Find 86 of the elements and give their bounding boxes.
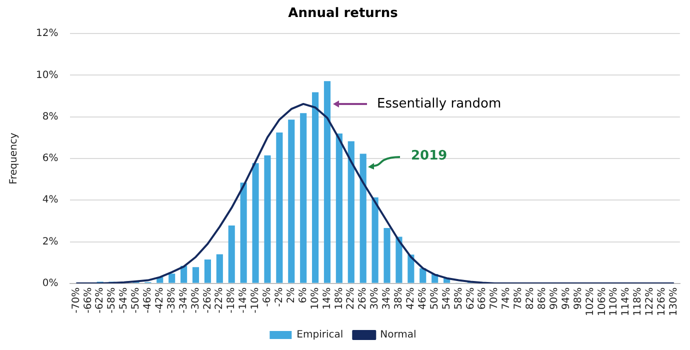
x-tick-label: 126%: [656, 287, 668, 316]
bar: [348, 141, 354, 283]
x-tick-label: 50%: [429, 287, 440, 310]
x-tick-label: -10%: [250, 287, 262, 314]
legend-label: Normal: [380, 330, 416, 341]
x-tick-label: -58%: [106, 287, 118, 314]
x-tick-label: 106%: [596, 287, 608, 316]
bar: [240, 182, 247, 283]
y-tick-label: 6%: [42, 153, 58, 164]
x-tick-label: 94%: [560, 287, 572, 310]
x-tick-label: 78%: [513, 287, 524, 310]
bar: [384, 228, 390, 283]
x-tick-label: 86%: [537, 287, 548, 310]
x-tick-label: 26%: [358, 287, 369, 310]
bar: [312, 92, 319, 283]
x-tick-label: 54%: [441, 287, 452, 310]
x-tick-label: 2%: [286, 287, 297, 304]
x-tick-label: -42%: [154, 287, 166, 314]
legend-label: Empirical: [296, 330, 344, 341]
annotation: Essentially random: [377, 96, 502, 112]
x-tick-label: 110%: [608, 287, 620, 316]
x-tick-label: 18%: [334, 287, 345, 310]
x-tick-label: -6%: [262, 287, 274, 307]
x-tick-label: 62%: [465, 287, 476, 310]
bar: [264, 155, 271, 283]
x-tick-label: 82%: [525, 287, 536, 310]
bar: [204, 259, 211, 283]
x-tick-label: 10%: [310, 287, 321, 310]
x-tick-label: 102%: [584, 287, 596, 316]
bar: [228, 226, 235, 283]
bar: [324, 81, 331, 283]
x-tick-label: -54%: [118, 287, 130, 314]
x-tick-label: 14%: [322, 287, 333, 310]
x-tick-label: 98%: [572, 287, 584, 310]
x-tick-label: -34%: [178, 287, 190, 314]
bar: [396, 236, 402, 283]
x-tick-label: 58%: [453, 287, 464, 310]
y-tick-label: 0%: [42, 278, 58, 290]
x-tick-label: 42%: [406, 287, 417, 310]
bar: [168, 274, 176, 283]
bar: [252, 163, 259, 283]
y-tick-label: 12%: [36, 28, 58, 40]
x-tick-label: 90%: [548, 287, 560, 310]
x-tick-label: -62%: [94, 287, 106, 314]
bar: [192, 267, 200, 283]
x-tick-label: -26%: [202, 287, 214, 314]
bar: [288, 120, 295, 283]
x-tick-label: -38%: [166, 287, 178, 314]
x-tick-label: 30%: [370, 287, 381, 310]
y-tick-label: 10%: [36, 70, 58, 81]
x-tick-label: -2%: [274, 287, 286, 307]
bar: [276, 132, 283, 283]
x-tick-label: -14%: [238, 287, 250, 314]
x-tick-label: 122%: [644, 287, 656, 316]
y-tick-label: 4%: [42, 194, 58, 206]
x-tick-label: 114%: [620, 287, 632, 316]
x-tick-label: -50%: [130, 287, 142, 314]
x-tick-label: 34%: [382, 287, 393, 310]
x-tick-label: 46%: [417, 287, 428, 310]
y-tick-label: 2%: [42, 236, 58, 248]
x-tick-label: 66%: [477, 287, 488, 310]
y-axis-title: Frequency: [8, 132, 20, 184]
x-tick-label: -46%: [142, 287, 154, 314]
x-tick-label: -66%: [82, 287, 94, 314]
x-tick-label: -30%: [190, 287, 202, 314]
bar: [372, 197, 378, 283]
annotation: 2019: [411, 148, 448, 164]
bar: [180, 266, 188, 283]
bar: [336, 134, 342, 283]
bar: [216, 254, 223, 283]
bar: [300, 113, 307, 283]
bar: [420, 268, 426, 283]
x-tick-label: 74%: [501, 287, 512, 310]
x-tick-label: 118%: [632, 287, 644, 316]
x-tick-label: -18%: [226, 287, 238, 314]
x-tick-label: -70%: [70, 287, 82, 314]
bar: [360, 154, 366, 283]
x-tick-label: 70%: [489, 287, 500, 310]
x-tick-label: 38%: [394, 287, 405, 310]
x-tick-label: -22%: [214, 287, 226, 314]
y-tick-label: 8%: [42, 111, 58, 122]
chart-title: Annual returns: [288, 6, 398, 22]
x-tick-label: 6%: [298, 287, 309, 304]
x-tick-label: 130%: [668, 287, 680, 316]
bar: [408, 254, 414, 283]
x-tick-label: 22%: [346, 287, 357, 310]
